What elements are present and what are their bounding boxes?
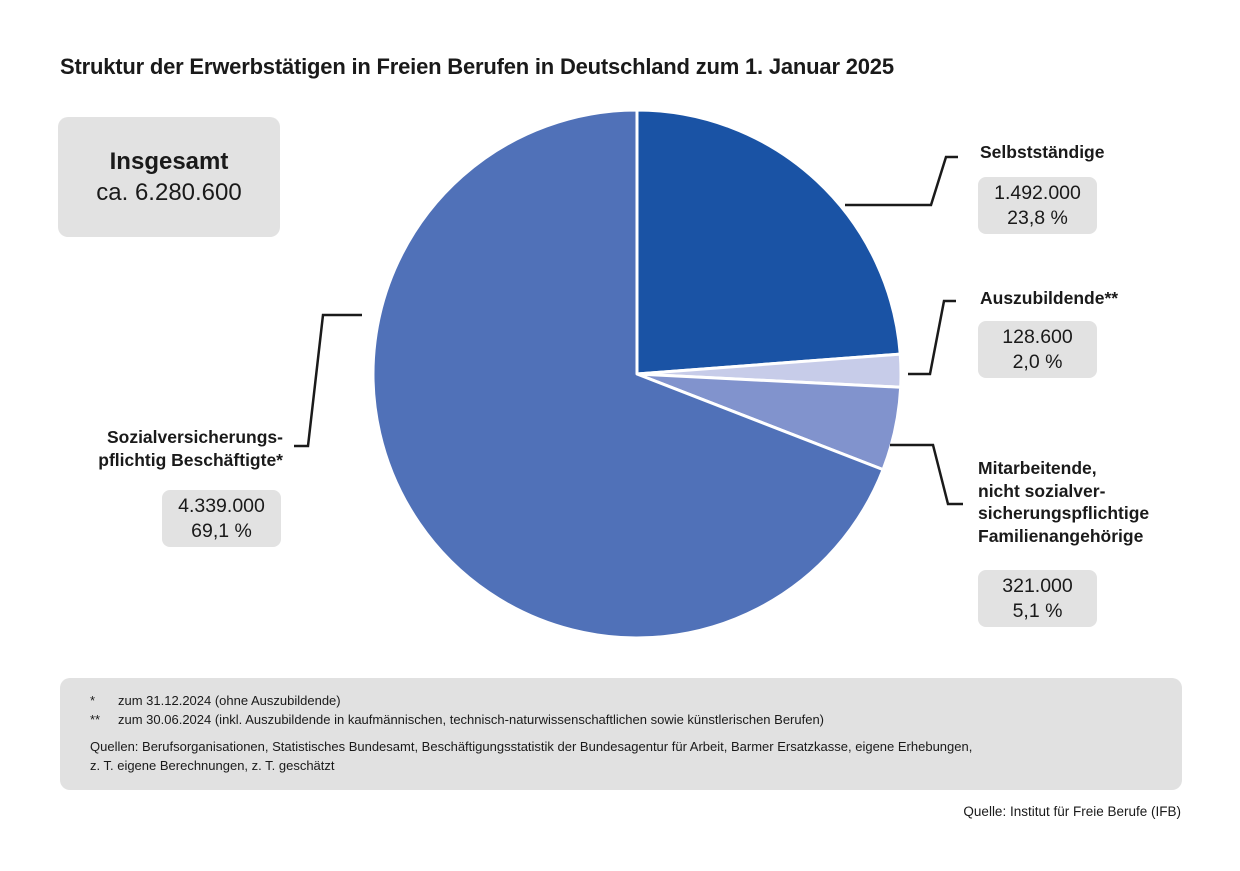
source-credit: Quelle: Institut für Freie Berufe (IFB) — [963, 804, 1181, 819]
total-box: Insgesamt ca. 6.280.600 — [58, 117, 280, 237]
callout-value-selbststaendige: 1.492.000 — [994, 181, 1081, 204]
sources-line: z. T. eigene Berechnungen, z. T. geschät… — [90, 758, 335, 773]
sources-text: Quellen: Berufsorganisationen, Statistis… — [90, 737, 1182, 775]
callout-label-line: nicht sozialver- — [978, 480, 1106, 501]
callout-pct-mitarbeitende: 5,1 % — [1012, 599, 1063, 622]
leader-lines — [294, 155, 963, 506]
leader-line-beschaeftigte — [294, 313, 362, 448]
callout-label-line: pflichtig Beschäftigte* — [98, 449, 283, 470]
footnote-text: zum 31.12.2024 (ohne Auszubildende) — [118, 693, 341, 708]
pie-slice-3 — [371, 108, 885, 640]
callout-value-beschaeftigte: 4.339.000 — [178, 494, 265, 517]
callout-label-line: Familienangehörige — [978, 525, 1144, 546]
sources-line: Quellen: Berufsorganisationen, Statistis… — [90, 739, 973, 754]
page-title: Struktur der Erwerbstätigen in Freien Be… — [60, 54, 894, 79]
callout-label-line: Mitarbeitende, — [978, 458, 1097, 478]
callout-value-mitarbeitende: 321.000 — [1002, 574, 1073, 597]
footnote-marker: ** — [90, 712, 101, 727]
callout-pct-auszubildende: 2,0 % — [1012, 350, 1063, 373]
pie-slice-0 — [635, 108, 902, 376]
callout-label-beschaeftigte: Sozialversicherungs- pflichtig Beschäfti… — [60, 426, 283, 471]
callout-label-mitarbeitende: Mitarbeitende, nicht sozialver- sicherun… — [978, 457, 1149, 547]
callout-value-auszubildende: 128.600 — [1002, 325, 1073, 348]
footnote-row: * zum 31.12.2024 (ohne Auszubildende) — [90, 691, 1182, 710]
footnotes-box: * zum 31.12.2024 (ohne Auszubildende) **… — [60, 678, 1182, 790]
callout-valuebox-beschaeftigte: 4.339.000 69,1 % — [162, 490, 281, 547]
pie-slices — [371, 108, 903, 640]
callout-valuebox-mitarbeitende: 321.000 5,1 % — [978, 570, 1097, 627]
callout-pct-selbststaendige: 23,8 % — [1007, 206, 1068, 229]
footnote-row: ** zum 30.06.2024 (inkl. Auszubildende i… — [90, 710, 1182, 729]
total-label: Insgesamt — [109, 148, 229, 175]
leader-line-selbststaendige — [845, 155, 958, 207]
footnote-marker: * — [90, 693, 96, 708]
total-value: ca. 6.280.600 — [96, 179, 242, 206]
leader-line-auszubildende — [908, 299, 956, 376]
callout-label-line: sicherungspflichtige — [978, 503, 1150, 523]
callout-pct-beschaeftigte: 69,1 % — [191, 519, 252, 542]
callout-valuebox-selbststaendige: 1.492.000 23,8 % — [978, 177, 1097, 234]
callout-valuebox-auszubildende: 128.600 2,0 % — [978, 321, 1097, 378]
footnote-text: zum 30.06.2024 (inkl. Auszubildende in k… — [118, 712, 825, 727]
callout-label-line: Sozialversicherungs- — [106, 427, 283, 447]
leader-line-mitarbeitende — [890, 443, 963, 506]
callout-label-selbststaendige: Selbstständige — [980, 142, 1105, 162]
callout-label-auszubildende: Auszubildende** — [980, 288, 1119, 308]
